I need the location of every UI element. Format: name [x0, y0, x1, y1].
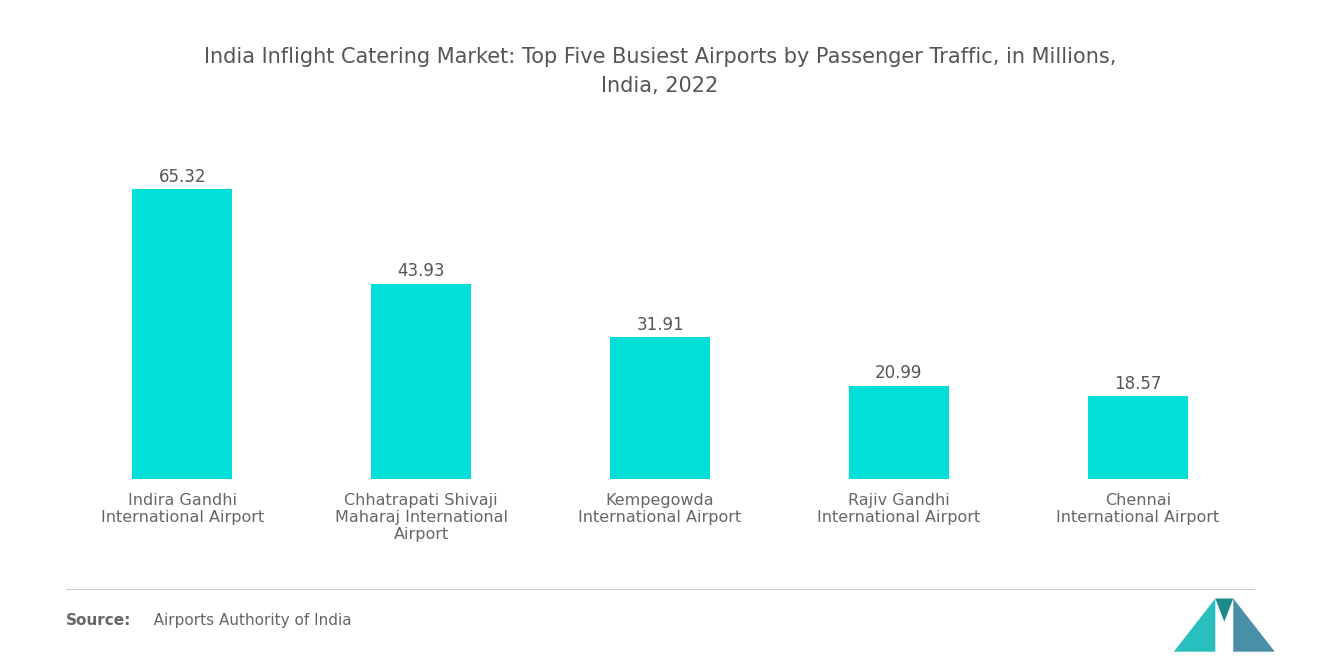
Bar [849, 386, 949, 479]
Bar [1088, 396, 1188, 479]
Text: 31.91: 31.91 [636, 316, 684, 334]
Text: 20.99: 20.99 [875, 364, 923, 382]
Text: 18.57: 18.57 [1114, 375, 1162, 393]
Text: 65.32: 65.32 [158, 168, 206, 186]
Text: 43.93: 43.93 [397, 263, 445, 281]
Bar [610, 337, 710, 479]
Text: Airports Authority of India: Airports Authority of India [139, 613, 351, 628]
Bar [132, 190, 232, 479]
Bar [371, 284, 471, 479]
Text: India Inflight Catering Market: Top Five Busiest Airports by Passenger Traffic, : India Inflight Catering Market: Top Five… [203, 47, 1117, 96]
Text: Source:: Source: [66, 613, 132, 628]
